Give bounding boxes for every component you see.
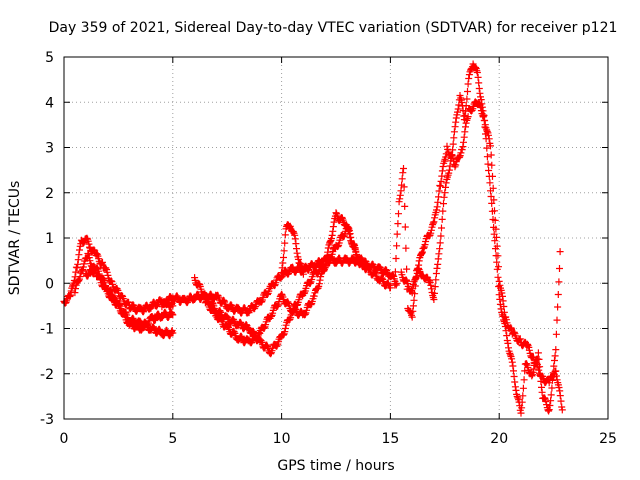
y-tick-label: 3 bbox=[45, 141, 54, 157]
y-tick-label: 4 bbox=[45, 95, 54, 111]
chart-title: Day 359 of 2021, Sidereal Day-to-day VTE… bbox=[49, 20, 618, 36]
x-tick-label: 10 bbox=[273, 431, 291, 447]
series-markers bbox=[82, 264, 177, 334]
data-series bbox=[391, 60, 564, 417]
y-axis-label: SDTVAR / TECUs bbox=[7, 181, 23, 296]
series-markers bbox=[201, 209, 373, 347]
x-tick-label: 25 bbox=[599, 431, 617, 447]
series-markers bbox=[397, 98, 566, 414]
y-tick-label: -2 bbox=[40, 367, 54, 383]
y-tick-label: -1 bbox=[40, 322, 54, 338]
data-series bbox=[82, 264, 177, 334]
y-tick-label: 2 bbox=[45, 186, 54, 202]
y-tick-label: 1 bbox=[45, 231, 54, 247]
x-tick-label: 5 bbox=[168, 431, 177, 447]
data-series bbox=[397, 98, 566, 414]
x-axis-label: GPS time / hours bbox=[277, 458, 394, 474]
data-series bbox=[278, 221, 307, 278]
y-tick-label: -3 bbox=[40, 412, 54, 428]
data-series bbox=[201, 209, 373, 347]
data-layer bbox=[60, 60, 566, 417]
x-tick-label: 15 bbox=[381, 431, 399, 447]
x-tick-label: 20 bbox=[490, 431, 508, 447]
y-tick-label: 0 bbox=[45, 276, 54, 292]
series-markers bbox=[278, 221, 307, 278]
x-tick-label: 0 bbox=[60, 431, 69, 447]
series-markers bbox=[391, 60, 564, 417]
tick-layer: 0 5 10 15 20 25 -3 -2 -1 0 1 2 3 4 5 bbox=[40, 50, 617, 447]
y-tick-label: 5 bbox=[45, 50, 54, 66]
